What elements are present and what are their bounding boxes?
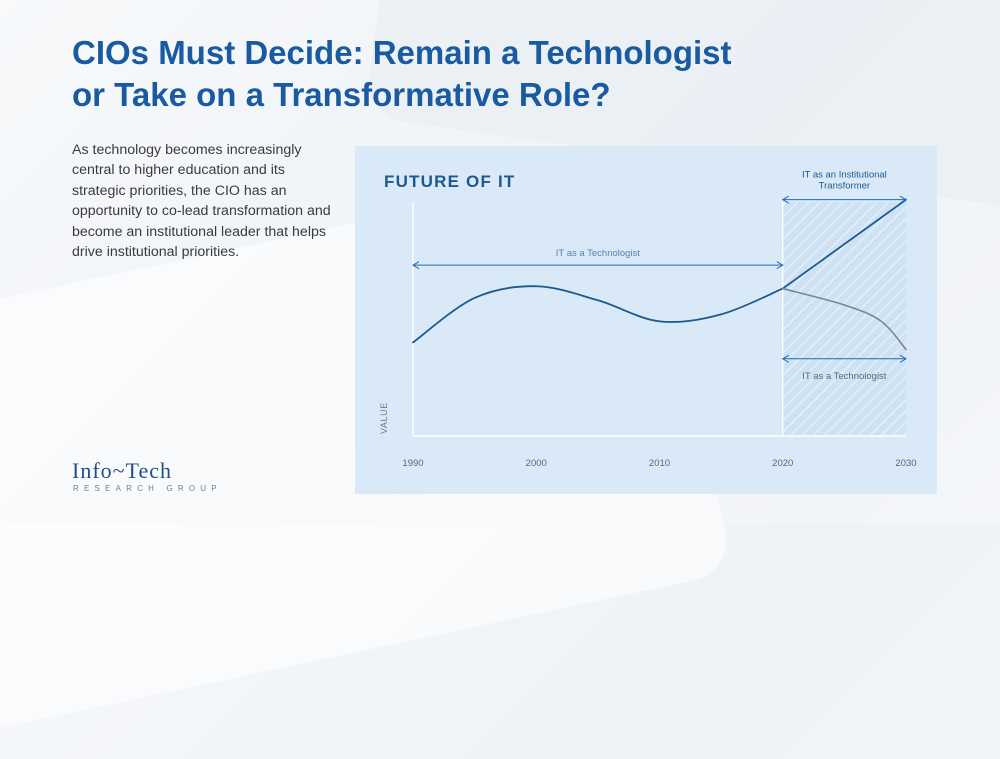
arrow-transformer-head-left [781,195,790,204]
chart-title: FUTURE OF IT [384,172,516,191]
label-technologist-history: IT as a Technologist [556,248,641,259]
title-line-2: or Take on a Transformative Role? [72,76,611,113]
x-tick-2000: 2000 [526,458,547,469]
label-technologist-future: IT as a Technologist [802,371,887,382]
future-of-it-chart: FUTURE OF IT VALUE 1990 2000 2010 2020 2030 IT … [379,170,917,469]
arrow-technologist-future-head-left [781,354,790,363]
arrow-technologist-history-head-left [412,261,420,270]
series-line-transformer [781,198,907,290]
info-tech-logo: Info~Tech RESEARCH GROUP [72,458,232,498]
y-axis-label: VALUE [379,402,389,434]
arrow-technologist-future [781,354,907,363]
x-tick-2010: 2010 [649,458,670,469]
logo-subtitle: RESEARCH GROUP [73,484,222,493]
arrow-technologist-future-head-right [899,354,907,363]
arrow-technologist-history [412,261,784,270]
arrow-transformer [781,195,907,204]
x-tick-2030: 2030 [895,458,916,469]
page-title: CIOs Must Decide: Remain a Technologist … [72,32,932,116]
x-tick-1990: 1990 [402,458,423,469]
future-shaded-region [782,202,906,436]
series-line-technologist [781,287,907,351]
intro-paragraph: As technology becomes increasingly centr… [72,142,331,261]
label-transformer: IT as an Institutional Transformer [802,170,887,192]
series-line-history [412,285,784,344]
title-line-1: CIOs Must Decide: Remain a Technologist [72,34,732,71]
logo-name: Info~Tech [72,458,172,483]
x-tick-2020: 2020 [772,458,793,469]
arrow-technologist-history-head-right [776,261,784,270]
chart-panel: FUTURE OF IT VALUE 1990 2000 2010 2020 2030 IT … [355,146,937,494]
arrow-transformer-head-right [899,195,907,204]
